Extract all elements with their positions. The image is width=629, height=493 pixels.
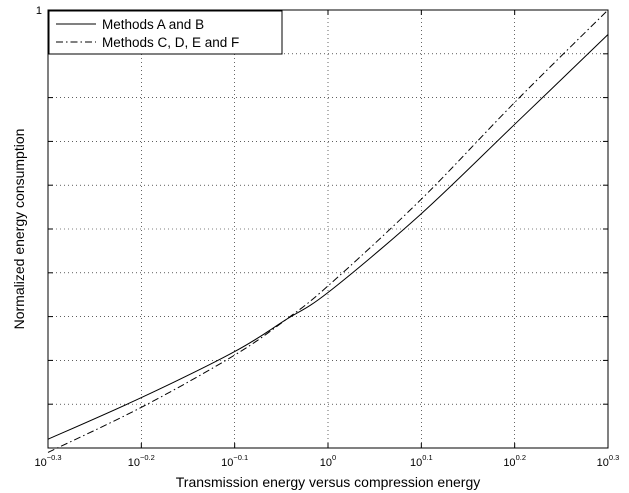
x-ticks: 10−0.3 10−0.2 10−0.1 100 100.1 100.2 100.3 xyxy=(34,10,619,469)
y-ticks: 1 xyxy=(36,5,608,405)
grid xyxy=(48,10,608,448)
legend-box xyxy=(48,10,283,55)
x-tick-label: 100.2 xyxy=(503,453,526,469)
x-tick-label: 10−0.2 xyxy=(128,453,155,469)
y-tick-label: 1 xyxy=(36,5,42,17)
legend: Methods A and B Methods C, D, E and F xyxy=(48,10,283,55)
legend-label-series-1: Methods A and B xyxy=(102,17,204,32)
x-tick-label: 100.3 xyxy=(597,453,620,469)
x-tick-label: 100.1 xyxy=(410,453,433,469)
plot-frame xyxy=(47,9,609,449)
x-tick-label: 100 xyxy=(320,453,336,469)
x-tick-label: 10−0.3 xyxy=(34,453,61,469)
series-line-1 xyxy=(47,34,609,440)
series-lines xyxy=(47,9,609,453)
x-axis-label: Transmission energy versus compression e… xyxy=(176,474,481,490)
y-axis-label: Normalized energy consumption xyxy=(11,129,27,330)
x-tick-label: 10−0.1 xyxy=(221,453,248,469)
legend-label-series-2: Methods C, D, E and F xyxy=(102,35,239,50)
